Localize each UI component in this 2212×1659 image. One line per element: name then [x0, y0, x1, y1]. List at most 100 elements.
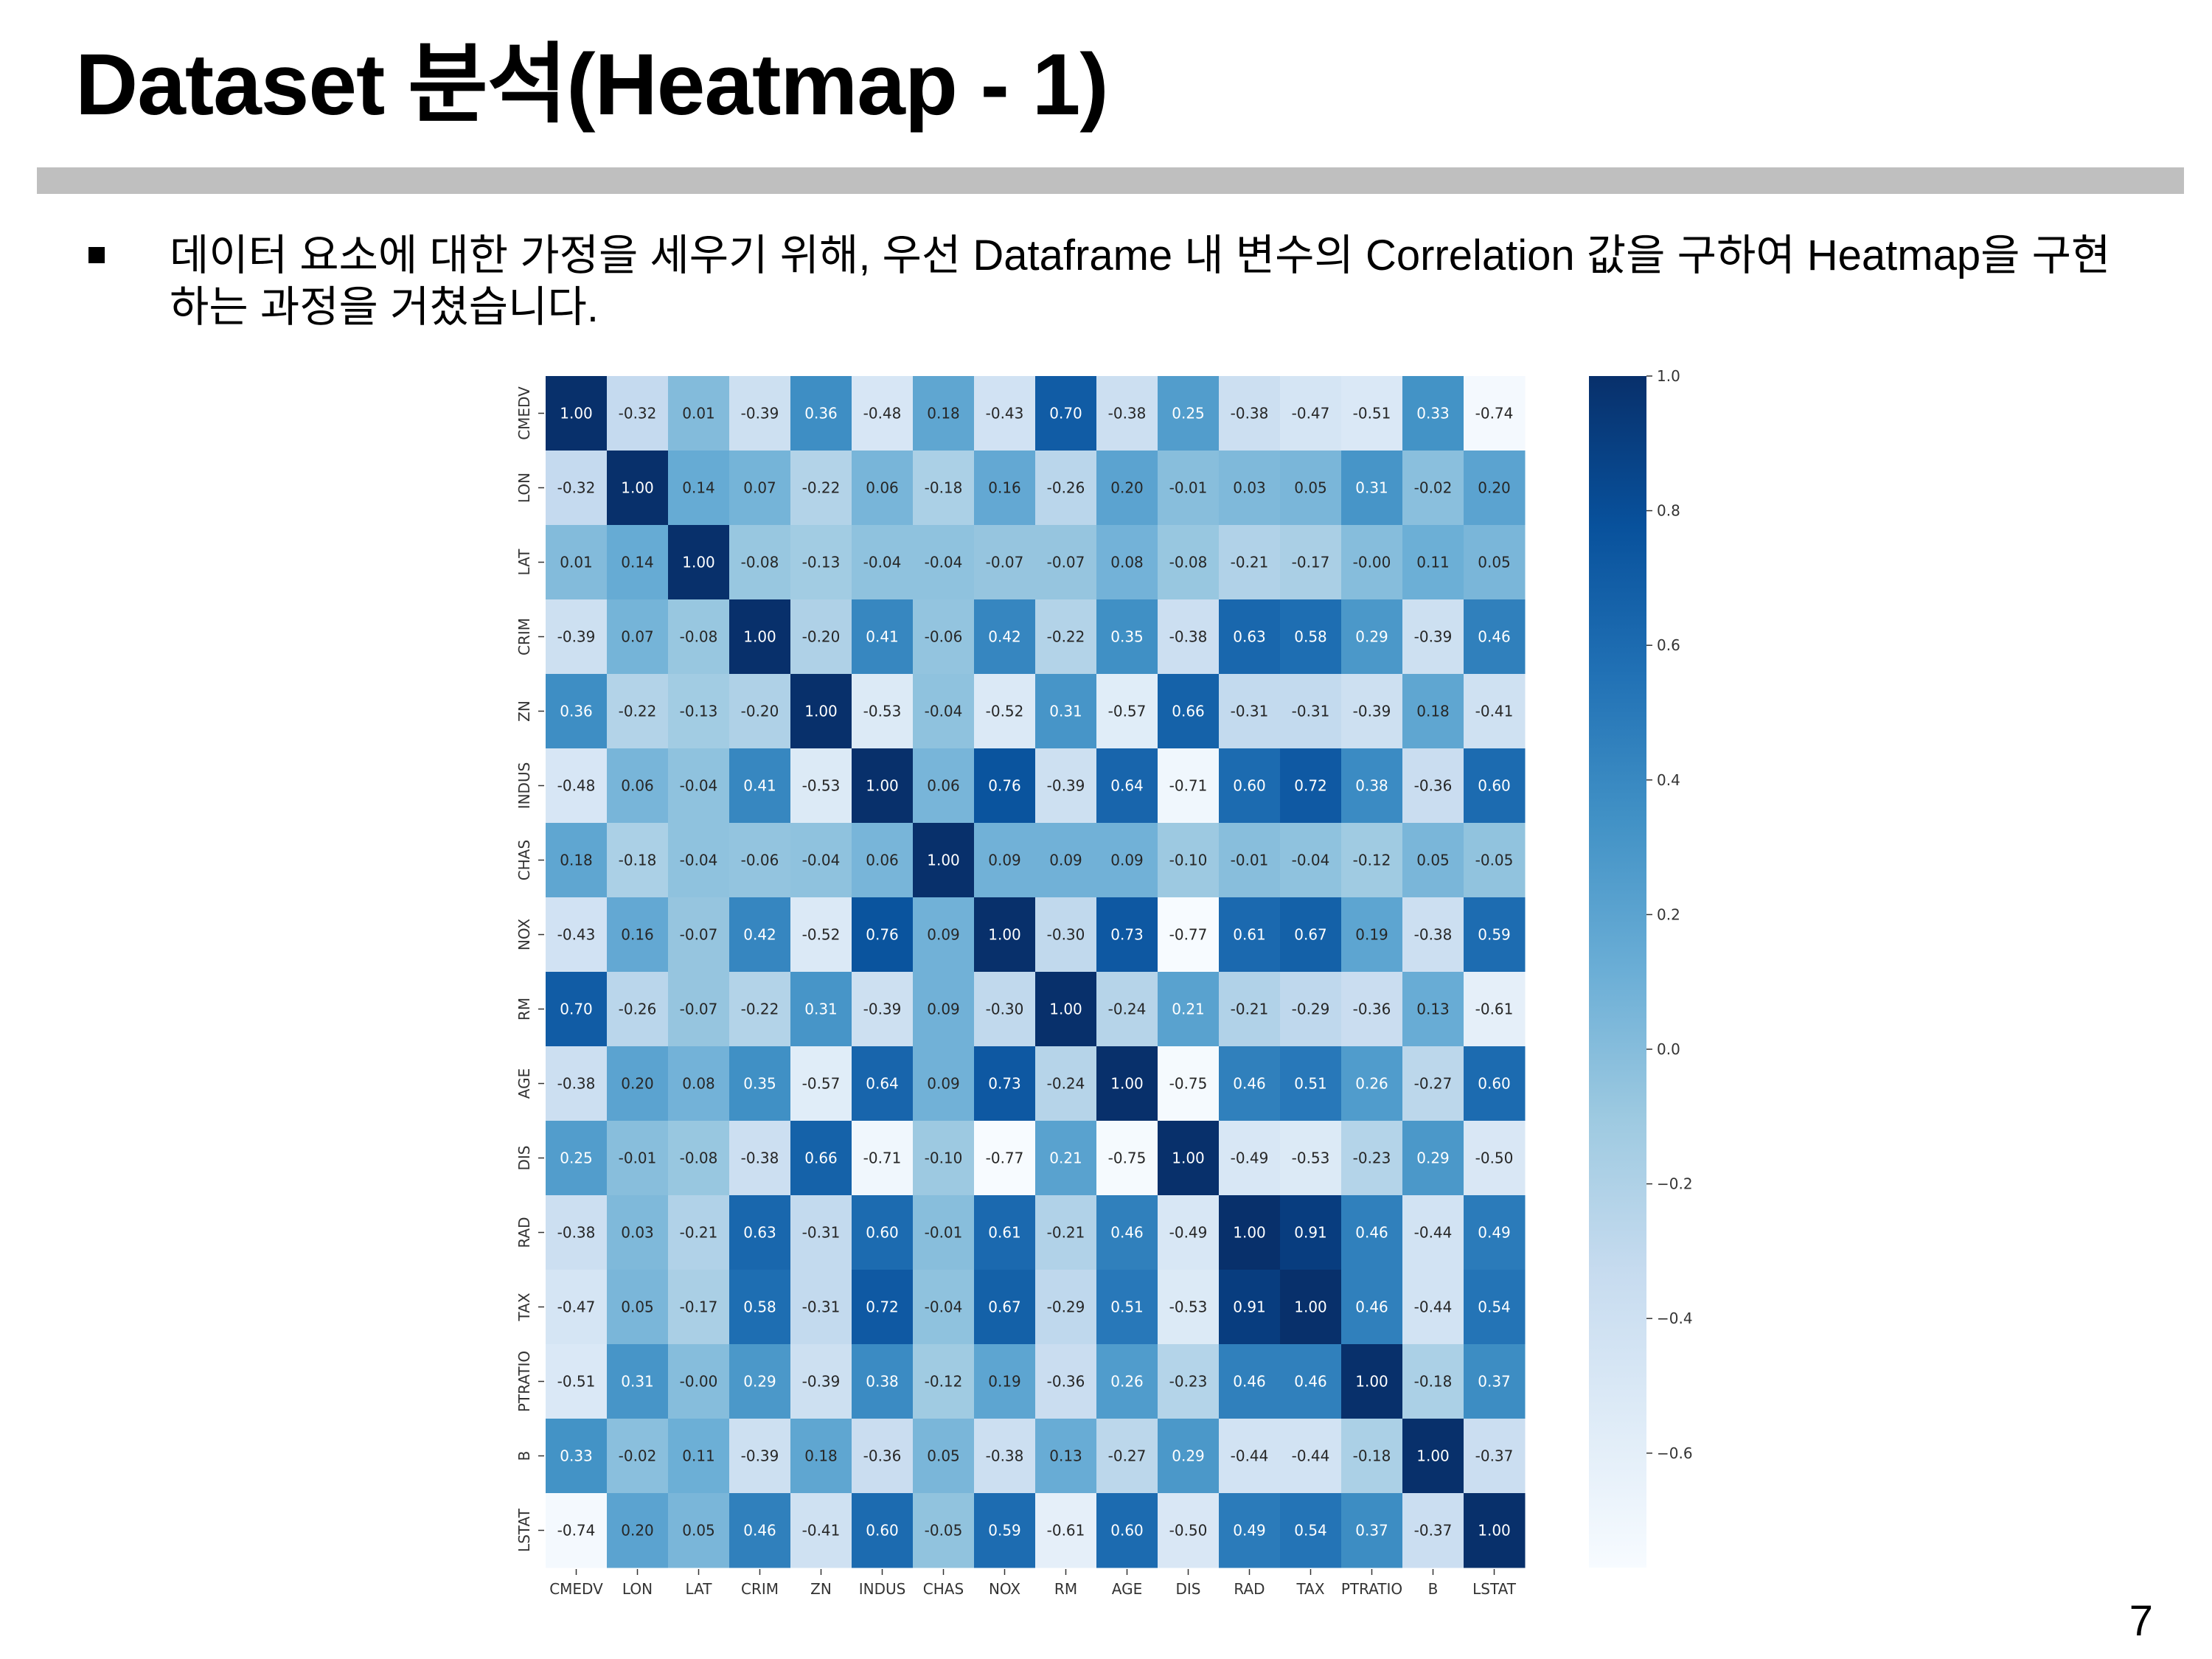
cell-value-label: -0.06: [741, 852, 779, 869]
heatmap-cell: [852, 1121, 914, 1196]
cell-value-label: -0.27: [1108, 1447, 1147, 1465]
cell-value-label: 0.66: [1172, 703, 1205, 720]
cell-value-label: 1.00: [1049, 1001, 1082, 1018]
cell-value-label: -0.24: [1047, 1075, 1085, 1093]
heatmap-cell: [1158, 599, 1220, 675]
cell-value-label: -0.32: [557, 479, 596, 497]
cell-value-label: 0.06: [866, 479, 899, 497]
x-axis-tick-label: INDUS: [859, 1580, 906, 1598]
cell-value-label: -0.01: [1231, 852, 1269, 869]
heatmap-cell: [729, 1195, 791, 1270]
cell-value-label: -0.26: [619, 1001, 657, 1018]
heatmap-cell: [1464, 525, 1526, 600]
heatmap-cell: [546, 451, 608, 526]
cell-value-label: 0.36: [804, 405, 838, 422]
bullet-text: 데이터 요소에 대한 가정을 세우기 위해, 우선 Dataframe 내 변수…: [170, 232, 2111, 331]
heatmap-cell: [1464, 674, 1526, 749]
cell-value-label: -0.04: [680, 777, 718, 795]
cell-value-label: 0.14: [682, 479, 715, 497]
heatmap-cell: [1464, 897, 1526, 973]
cell-value-label: 0.60: [1478, 777, 1511, 795]
heatmap-cell: [1219, 748, 1281, 824]
heatmap-cell: [546, 1270, 608, 1345]
cell-value-label: -0.37: [1414, 1522, 1453, 1540]
cell-value-label: 0.35: [1110, 628, 1144, 646]
cell-value-label: -0.00: [680, 1373, 718, 1391]
cell-value-label: 1.00: [1233, 1224, 1266, 1242]
cell-value-label: -0.44: [1292, 1447, 1330, 1465]
cell-value-label: 0.76: [988, 777, 1021, 795]
cell-value-label: -0.36: [863, 1447, 902, 1465]
heatmap-cell: [1280, 1046, 1342, 1121]
cell-value-label: 0.31: [1049, 703, 1082, 720]
heatmap-cell: [790, 823, 852, 898]
heatmap-cell: [668, 1121, 730, 1196]
heatmap-cell: [913, 674, 975, 749]
cell-value-label: 0.37: [1478, 1373, 1511, 1391]
heatmap-cell: [974, 599, 1036, 675]
colorbar-tick-label: −0.4: [1657, 1310, 1693, 1327]
cell-value-label: 0.18: [804, 1447, 838, 1465]
cell-value-label: -0.39: [1353, 703, 1391, 720]
cell-value-label: -0.47: [1292, 405, 1330, 422]
cell-value-label: -0.51: [557, 1373, 596, 1391]
heatmap-cell: [546, 823, 608, 898]
heatmap-cell: [668, 376, 730, 451]
y-axis-tick-label: AGE: [515, 1068, 533, 1099]
x-axis-tick-label: B: [1428, 1580, 1439, 1598]
heatmap-cell: [1402, 1195, 1464, 1270]
cell-value-label: 1.00: [560, 405, 593, 422]
heatmap-cell: [852, 823, 914, 898]
cell-value-label: -0.08: [680, 1150, 718, 1167]
cell-value-label: 0.91: [1233, 1298, 1266, 1316]
cell-value-label: 0.26: [1110, 1373, 1144, 1391]
cell-value-label: 0.11: [682, 1447, 715, 1465]
heatmap-cell: [790, 1419, 852, 1494]
heatmap-cell: [1035, 599, 1097, 675]
x-axis-tick-label: CMEDV: [549, 1580, 603, 1598]
cell-value-label: -0.44: [1231, 1447, 1269, 1465]
cell-value-label: 0.05: [621, 1298, 654, 1316]
heatmap-cell: [1158, 1270, 1220, 1345]
heatmap-cell: [974, 376, 1036, 451]
heatmap-cell: [1219, 599, 1281, 675]
heatmap-cell: [668, 1195, 730, 1270]
heatmap-cell: [1219, 1493, 1281, 1568]
cell-value-label: -0.26: [1047, 479, 1085, 497]
heatmap-cell: [974, 823, 1036, 898]
cell-value-label: -0.43: [986, 405, 1024, 422]
cell-value-label: -0.04: [802, 852, 841, 869]
cell-value-label: 0.46: [1355, 1298, 1388, 1316]
cell-value-label: -0.49: [1231, 1150, 1269, 1167]
heatmap-cell: [1158, 1344, 1220, 1419]
cell-value-label: -0.12: [925, 1373, 963, 1391]
cell-value-label: -0.18: [1414, 1373, 1453, 1391]
heatmap-cell: [607, 1344, 669, 1419]
heatmap-cell: [1402, 525, 1464, 600]
heatmap-cell: [546, 1046, 608, 1121]
cell-value-label: 0.67: [988, 1298, 1021, 1316]
cell-value-label: 0.09: [927, 1001, 960, 1018]
cell-value-label: 0.70: [1049, 405, 1082, 422]
cell-value-label: -0.06: [925, 628, 963, 646]
cell-value-label: 0.29: [1172, 1447, 1205, 1465]
cell-value-label: 0.09: [1049, 852, 1082, 869]
heatmap-cell: [546, 897, 608, 973]
heatmap-cell: [607, 748, 669, 824]
heatmap-cell: [852, 1344, 914, 1419]
heatmap-cell: [1280, 451, 1342, 526]
cell-value-label: 0.29: [1355, 628, 1388, 646]
cell-value-label: -0.18: [925, 479, 963, 497]
cell-value-label: -0.23: [1353, 1150, 1391, 1167]
heatmap-cell: [1158, 823, 1220, 898]
heatmap-cell: [1341, 1344, 1403, 1419]
heatmap-cell: [546, 1419, 608, 1494]
heatmap-cell: [1280, 823, 1342, 898]
cell-value-label: 0.05: [682, 1522, 715, 1540]
heatmap-cell: [1096, 1046, 1158, 1121]
heatmap-cell: [974, 748, 1036, 824]
heatmap-cell: [546, 599, 608, 675]
cell-value-label: -0.07: [986, 554, 1024, 571]
cell-value-label: -0.61: [1475, 1001, 1514, 1018]
heatmap-cell: [729, 1121, 791, 1196]
